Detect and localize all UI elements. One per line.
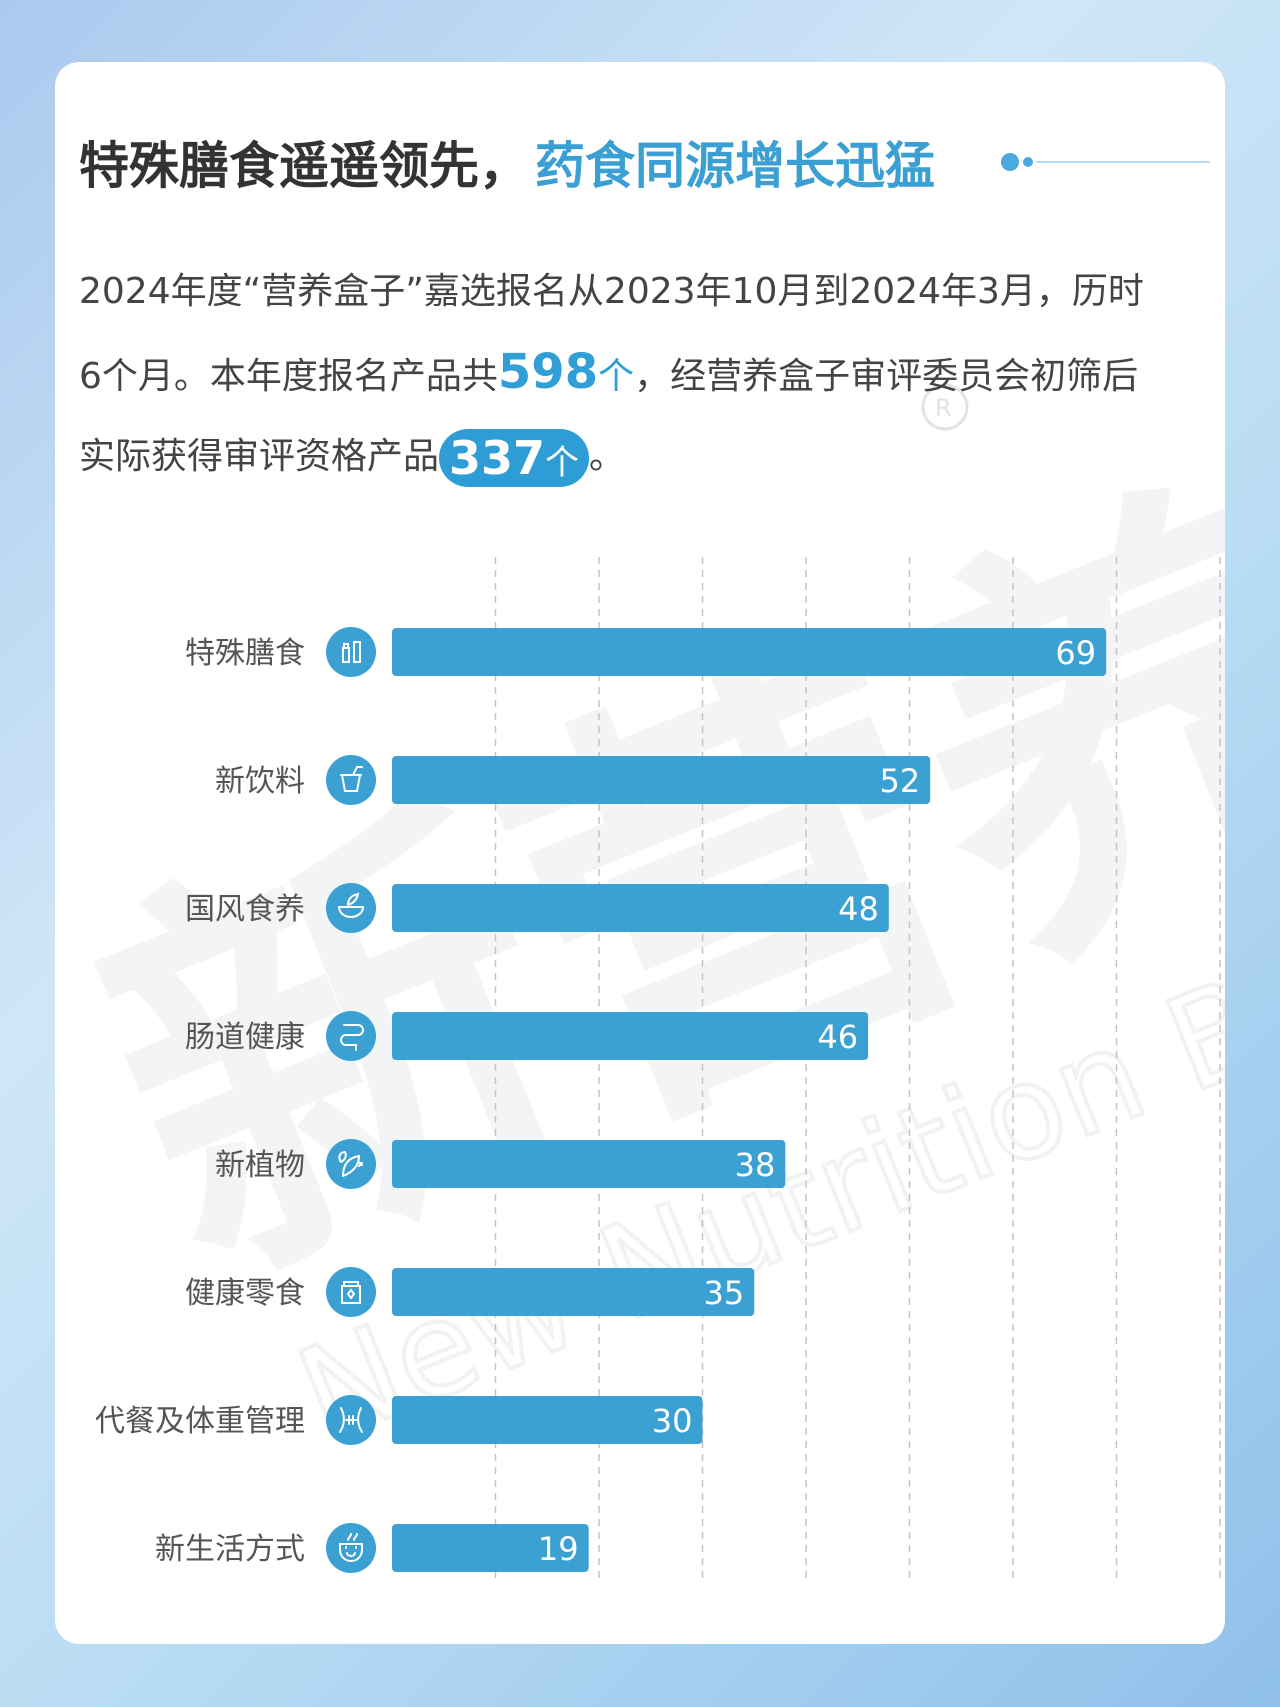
bar [392, 1524, 589, 1572]
snack-jar-icon [326, 1267, 376, 1317]
intro-line-2-pre: 6个月。本年度报名产品共 [79, 356, 498, 397]
bar-row: 肠道健康 46 [185, 1011, 869, 1061]
page-title: 特殊膳食遥遥领先， 药食同源增长迅猛 [79, 122, 935, 202]
value-label: 35 [704, 1274, 745, 1312]
bar [392, 1396, 703, 1444]
grid-lines [494, 557, 1221, 1582]
category-label: 代餐及体重管理 [95, 1404, 305, 1439]
category-label: 特殊膳食 [185, 636, 305, 671]
category-label: 新生活方式 [155, 1532, 305, 1567]
value-label: 52 [879, 762, 920, 800]
bar [392, 1012, 869, 1060]
value-label: 46 [817, 1018, 858, 1056]
bar [392, 628, 1107, 676]
value-label: 48 [838, 890, 879, 928]
qualified-count-badge: 337个 [439, 429, 590, 487]
intro-line-1: 2024年度“营养盒子”嘉选报名从2023年10月到2024年3月，历时 [79, 271, 1144, 312]
intro-line-3-post: 。 [589, 436, 626, 477]
registered-count: 598 [497, 344, 599, 400]
bar [392, 884, 889, 932]
bar [392, 1140, 786, 1188]
bar-row: 代餐及体重管理 30 [95, 1395, 703, 1445]
bar-row: 新生活方式 19 [155, 1523, 589, 1573]
intro-line-2: 6个月。本年度报名产品共598个，经营养盒子审评委员会初筛后 [79, 332, 1204, 417]
bar-row: 特殊膳食 69 [185, 627, 1107, 677]
value-label: 38 [735, 1146, 776, 1184]
category-label: 健康零食 [185, 1276, 305, 1311]
category-label: 新饮料 [215, 764, 305, 799]
intro-line-3: 实际获得审评资格产品 337个。 [79, 417, 1204, 497]
category-label: 肠道健康 [185, 1020, 305, 1055]
intestine-icon [326, 1011, 376, 1061]
intro-line-2-post: ，经营养盒子审评委员会初筛后 [634, 356, 1139, 397]
waist-icon [326, 1395, 376, 1445]
bar-row: 健康零食 35 [185, 1267, 755, 1317]
main-card: 新营养 New Nutrition Business R 特殊膳食遥遥领先， 药… [55, 62, 1225, 1644]
bar-chart: 特殊膳食 69 新饮料 52 国风食养 48 肠道健康 46 新植物 38 健康零食 35 代餐及体重管… [95, 557, 1221, 1582]
qualified-unit: 个 [545, 443, 580, 483]
bar [392, 1268, 755, 1316]
title-main: 特殊膳食遥遥领先， [79, 137, 529, 195]
category-label: 国风食养 [185, 892, 305, 927]
qualified-count: 337 [449, 431, 546, 485]
title-dots-line-icon [1001, 153, 1210, 171]
bar-row: 新饮料 52 [215, 755, 931, 805]
bar-row: 国风食养 48 [185, 883, 889, 933]
bottle-icon [326, 627, 376, 677]
value-label: 69 [1055, 634, 1096, 672]
intro-text: 2024年度“营养盒子”嘉选报名从2023年10月到2024年3月，历时 6个月… [79, 252, 1204, 497]
value-label: 19 [538, 1530, 579, 1568]
plant-leaf-icon [326, 1139, 376, 1189]
value-label: 30 [652, 1402, 693, 1440]
registered-unit: 个 [598, 356, 635, 397]
happy-cup-icon [326, 1523, 376, 1573]
drink-cup-icon [326, 755, 376, 805]
intro-line-3-pre: 实际获得审评资格产品 [79, 436, 440, 477]
bar-row: 新植物 38 [215, 1139, 786, 1189]
bar [392, 756, 931, 804]
category-label: 新植物 [215, 1148, 305, 1183]
herbal-bowl-icon [326, 883, 376, 933]
title-highlight: 药食同源增长迅猛 [535, 137, 935, 195]
